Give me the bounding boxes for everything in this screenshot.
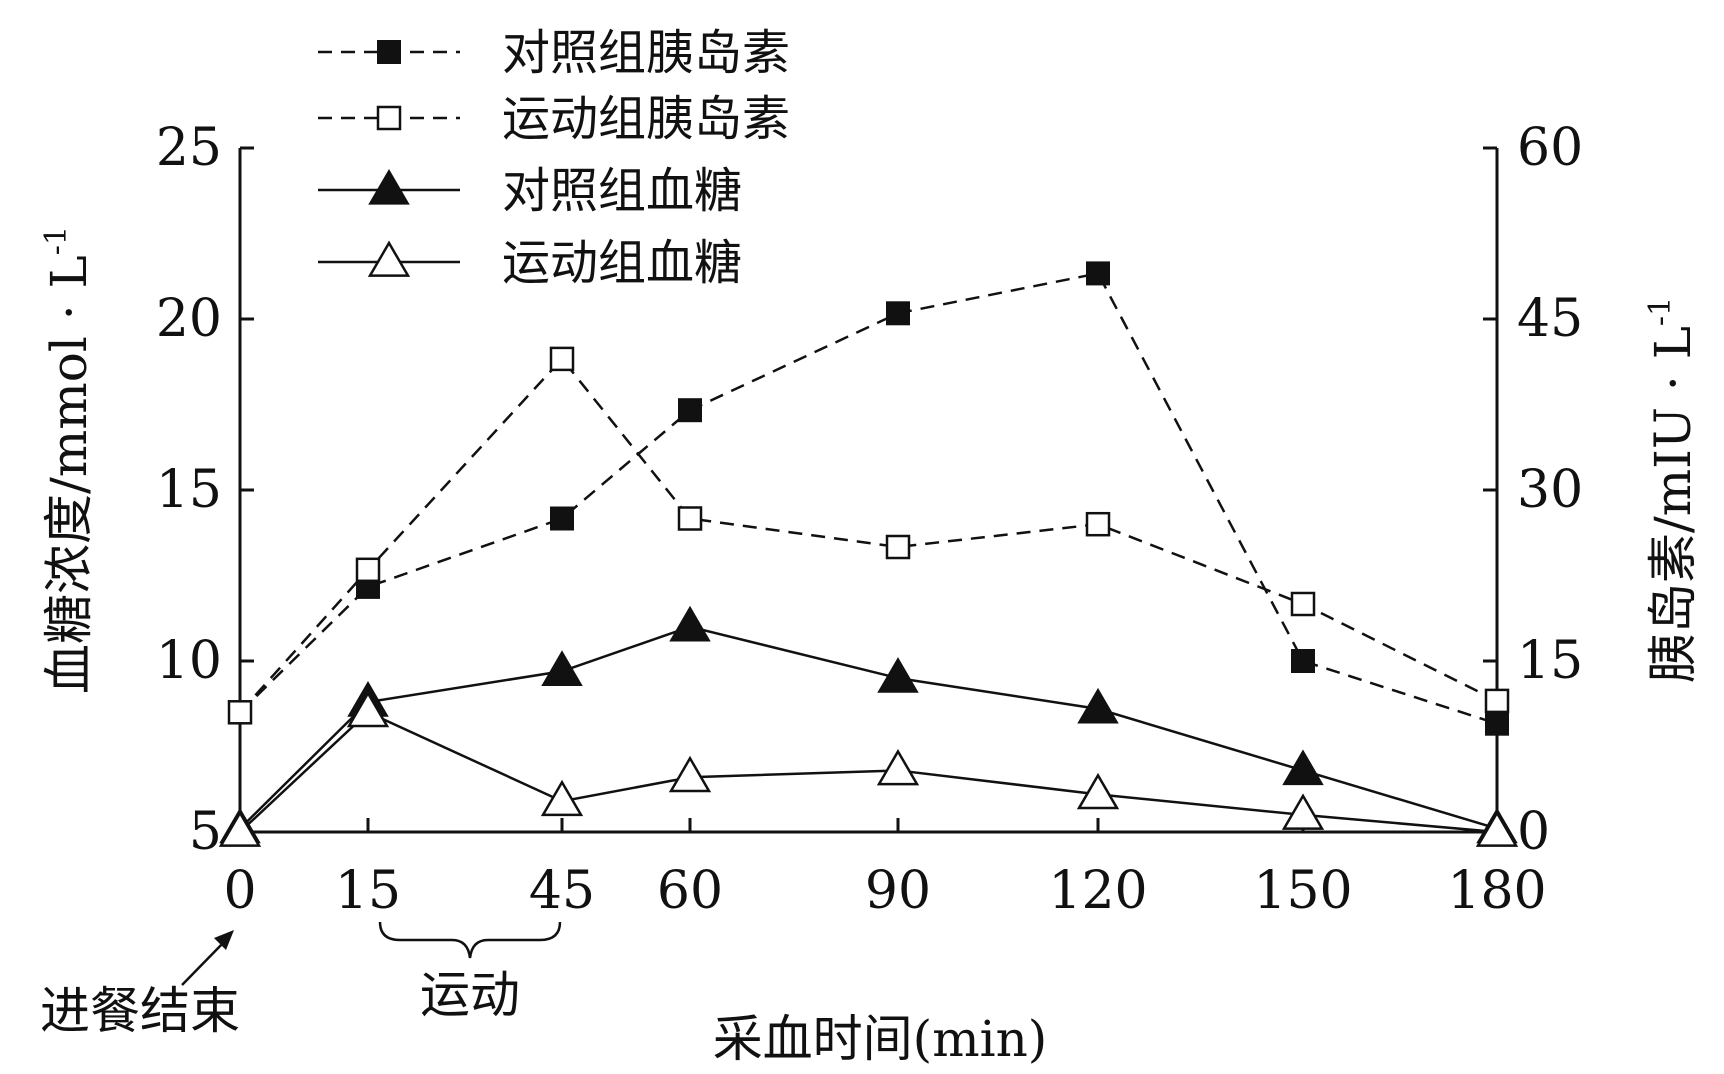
marker-square-open <box>355 557 381 583</box>
legend-label: 对照组血糖 <box>502 163 742 219</box>
marker-triangle-open <box>876 748 920 786</box>
marker-triangle-filled <box>669 605 711 642</box>
series-3 <box>219 605 1518 844</box>
exercise-annotation: 运动 <box>420 966 520 1024</box>
marker-triangle-open <box>1281 793 1325 830</box>
x-tick-label: 45 <box>529 861 595 921</box>
exercise-brace <box>378 921 562 959</box>
left-tick-label: 10 <box>156 631 222 691</box>
right-tick-label: 30 <box>1517 460 1583 520</box>
y-right-axis-title: 胰岛素/mIU · L-1 <box>1643 297 1702 683</box>
left-tick-label: 25 <box>156 118 222 178</box>
right-tick-label: 45 <box>1517 289 1583 349</box>
axis-titles: 采血时间(min) 血糖浓度/mmol · L-1 胰岛素/mIU · L-1 <box>39 226 1702 1068</box>
marker-triangle-open <box>346 690 390 728</box>
series-layer <box>218 261 1519 847</box>
marker-square-filled <box>1086 261 1110 286</box>
meal-end-arrow-line <box>181 939 227 986</box>
legend-item-4: 运动组血糖 <box>318 235 742 291</box>
series-1 <box>228 261 1509 736</box>
legend-item-3: 对照组血糖 <box>318 163 742 219</box>
marker-triangle-open <box>218 810 262 847</box>
right-tick-label: 60 <box>1517 118 1583 178</box>
marker-square-filled <box>550 506 574 531</box>
marker-triangle-open <box>1475 810 1519 847</box>
marker-triangle-filled <box>541 650 583 686</box>
x-tick-label: 15 <box>335 861 401 921</box>
y-left-axis-title: 血糖浓度/mmol · L-1 <box>39 226 98 694</box>
marker-triangle-open <box>1076 772 1120 810</box>
series-line <box>239 356 1498 714</box>
marker-triangle-open <box>540 779 584 817</box>
series-line <box>239 625 1498 830</box>
legend-item-2: 运动组胰岛素 <box>318 91 790 147</box>
series-2 <box>227 346 1510 725</box>
x-tick-label: 90 <box>865 861 931 921</box>
x-tick-label: 180 <box>1447 861 1546 921</box>
ticks: 5 10 15 20 25 0 15 30 45 60 0 15 45 60 90 120 150 180 <box>156 118 1583 921</box>
marker-square-open <box>677 506 703 531</box>
marker-square-filled <box>1485 711 1509 736</box>
axes <box>238 148 1499 834</box>
marker-triangle-filled <box>1077 687 1119 724</box>
series-4 <box>218 690 1519 847</box>
marker-square-open <box>376 105 402 131</box>
marker-square-filled <box>678 398 702 423</box>
meal-end-arrow-head <box>214 930 234 950</box>
marker-triangle-open <box>367 240 411 277</box>
marker-square-open <box>1085 511 1111 537</box>
right-tick-label: 0 <box>1517 802 1550 862</box>
meal-end-annotation: 进餐结束 <box>40 982 240 1040</box>
right-tick-label: 15 <box>1517 631 1583 691</box>
y-left-axis-title-sup: -1 <box>39 226 74 255</box>
marker-square-filled <box>886 301 910 326</box>
marker-triangle-filled <box>877 657 919 693</box>
marker-square-filled <box>377 40 401 64</box>
legend-label: 运动组胰岛素 <box>502 91 790 147</box>
marker-triangle-open <box>668 755 712 793</box>
marker-square-open <box>885 534 911 560</box>
legend-label: 运动组血糖 <box>502 235 742 291</box>
left-tick-label: 20 <box>156 289 222 349</box>
marker-triangle-filled <box>368 169 410 205</box>
series-line <box>239 710 1498 834</box>
annotations: 进餐结束 运动 <box>40 921 562 1040</box>
marker-triangle-filled <box>1282 749 1324 786</box>
x-axis-title: 采血时间(min) <box>713 1010 1048 1068</box>
legend-label: 对照组胰岛素 <box>502 25 790 81</box>
x-tick-label: 0 <box>223 861 256 921</box>
left-tick-label: 15 <box>156 460 222 520</box>
legend-item-1: 对照组胰岛素 <box>318 25 790 81</box>
marker-square-open <box>549 346 575 372</box>
x-tick-label: 60 <box>657 861 723 921</box>
marker-square-open <box>1484 688 1510 714</box>
series-line <box>239 271 1498 725</box>
marker-square-open <box>1290 591 1316 617</box>
x-tick-label: 120 <box>1048 861 1147 921</box>
y-right-axis-title-sup: -1 <box>1643 297 1678 326</box>
marker-square-open <box>227 700 253 725</box>
left-tick-label: 5 <box>189 802 222 862</box>
marker-square-filled <box>1291 649 1315 673</box>
x-tick-label: 150 <box>1253 861 1352 921</box>
